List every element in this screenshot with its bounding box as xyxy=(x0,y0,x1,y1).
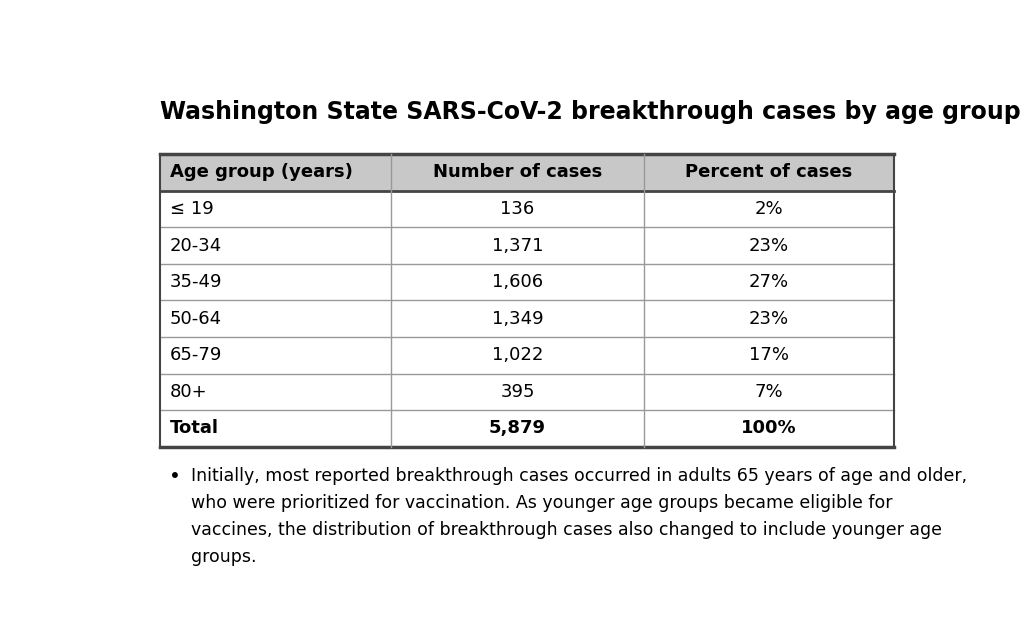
Text: groups.: groups. xyxy=(191,549,257,566)
Text: 20-34: 20-34 xyxy=(170,236,222,254)
Text: 1,606: 1,606 xyxy=(493,273,543,291)
Text: 35-49: 35-49 xyxy=(170,273,222,291)
Text: 65-79: 65-79 xyxy=(170,346,222,365)
Bar xyxy=(160,300,894,337)
Text: 136: 136 xyxy=(501,200,535,218)
Text: 1,371: 1,371 xyxy=(492,236,544,254)
Text: 1,349: 1,349 xyxy=(492,310,544,328)
Text: 5,879: 5,879 xyxy=(489,419,546,437)
Text: 23%: 23% xyxy=(749,236,790,254)
Bar xyxy=(160,154,894,191)
Text: Washington State SARS-CoV-2 breakthrough cases by age group: Washington State SARS-CoV-2 breakthrough… xyxy=(160,100,1021,124)
Text: Total: Total xyxy=(170,419,219,437)
Text: vaccines, the distribution of breakthrough cases also changed to include younger: vaccines, the distribution of breakthrou… xyxy=(191,521,942,539)
Bar xyxy=(160,264,894,300)
Text: 80+: 80+ xyxy=(170,383,208,401)
Text: Age group (years): Age group (years) xyxy=(170,164,353,182)
Text: Initially, most reported breakthrough cases occurred in adults 65 years of age a: Initially, most reported breakthrough ca… xyxy=(191,466,968,484)
Text: 50-64: 50-64 xyxy=(170,310,222,328)
Bar xyxy=(160,374,894,410)
Bar xyxy=(160,337,894,374)
Text: 17%: 17% xyxy=(749,346,790,365)
Text: ≤ 19: ≤ 19 xyxy=(170,200,214,218)
Text: 2%: 2% xyxy=(755,200,783,218)
Text: Percent of cases: Percent of cases xyxy=(685,164,853,182)
Text: Number of cases: Number of cases xyxy=(433,164,602,182)
Bar xyxy=(160,227,894,264)
Text: 23%: 23% xyxy=(749,310,790,328)
Bar xyxy=(160,191,894,227)
Text: 395: 395 xyxy=(501,383,535,401)
Text: 27%: 27% xyxy=(749,273,790,291)
Text: who were prioritized for vaccination. As younger age groups became eligible for: who were prioritized for vaccination. As… xyxy=(191,494,893,512)
Bar xyxy=(160,410,894,447)
Text: 1,022: 1,022 xyxy=(492,346,544,365)
Text: •: • xyxy=(169,466,181,486)
Text: 7%: 7% xyxy=(755,383,783,401)
Text: 100%: 100% xyxy=(741,419,797,437)
